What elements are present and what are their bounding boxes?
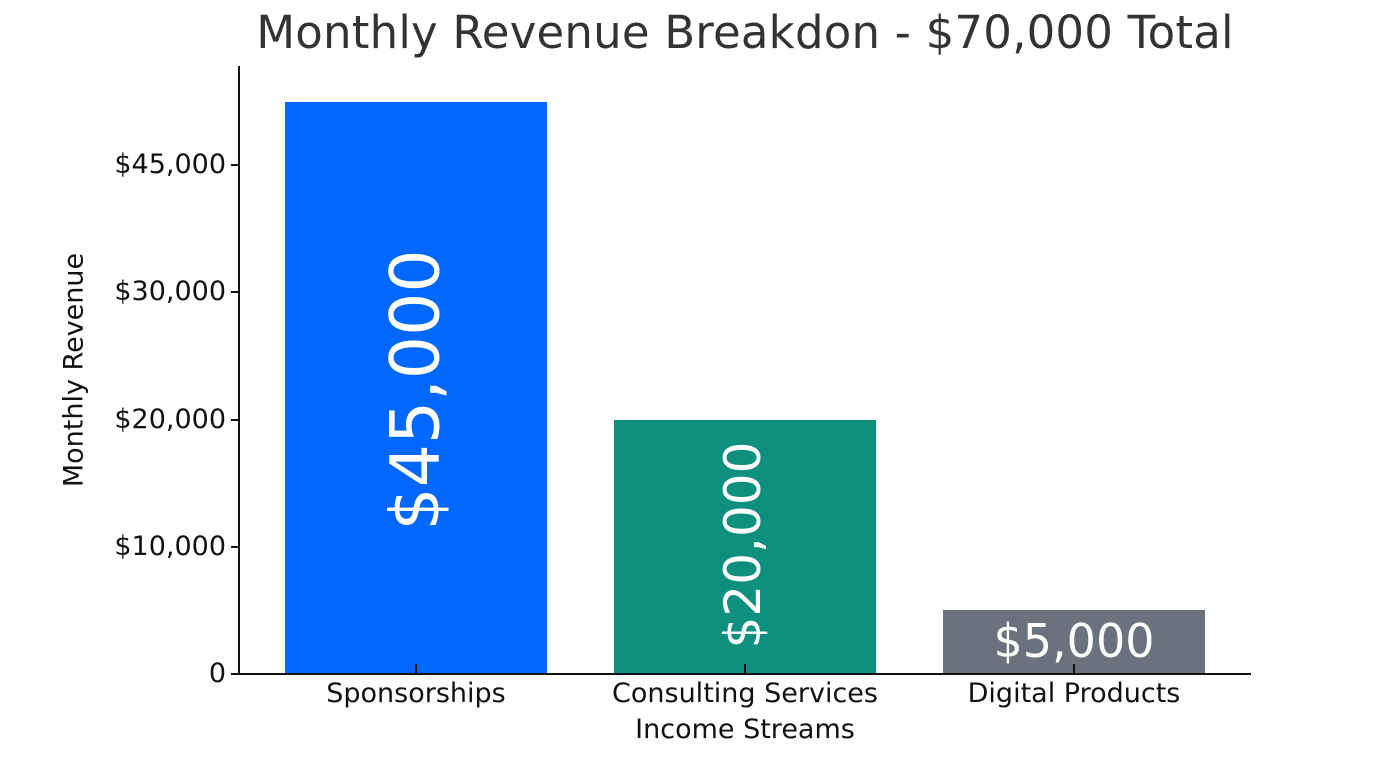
x-tick <box>415 664 417 674</box>
y-tick <box>231 673 239 675</box>
bar-digital-products <box>943 610 1205 674</box>
y-tick <box>231 418 239 421</box>
bar-value-label: $45,000 <box>376 249 456 531</box>
x-axis-label: Income Streams <box>635 714 855 745</box>
y-tick <box>231 545 239 548</box>
y-tick <box>231 291 239 294</box>
y-tick-label: $10,000 <box>114 530 226 562</box>
x-tick <box>1073 664 1075 674</box>
x-tick <box>744 664 746 674</box>
bar-sponsorships <box>285 101 547 674</box>
bar-value-label: $5,000 <box>993 614 1155 668</box>
y-tick-label: 0 <box>208 657 226 689</box>
x-axis-line <box>238 673 1251 675</box>
chart-title: Monthly Revenue Breakdon - $70,000 Total <box>256 6 1234 59</box>
x-tick-label: Consulting Services <box>612 678 878 709</box>
y-tick-label: $30,000 <box>114 276 226 308</box>
y-tick-label: $45,000 <box>114 149 226 181</box>
x-tick-label: Digital Products <box>967 678 1181 709</box>
y-tick <box>231 164 239 167</box>
y-axis-line <box>238 66 240 675</box>
x-tick-label: Sponsorships <box>326 678 506 709</box>
y-tick-label: $20,000 <box>114 403 226 435</box>
bar-consulting-services <box>614 419 876 674</box>
y-axis-label: Monthly Revenue <box>58 252 90 488</box>
bar-value-label: $20,000 <box>714 441 772 649</box>
